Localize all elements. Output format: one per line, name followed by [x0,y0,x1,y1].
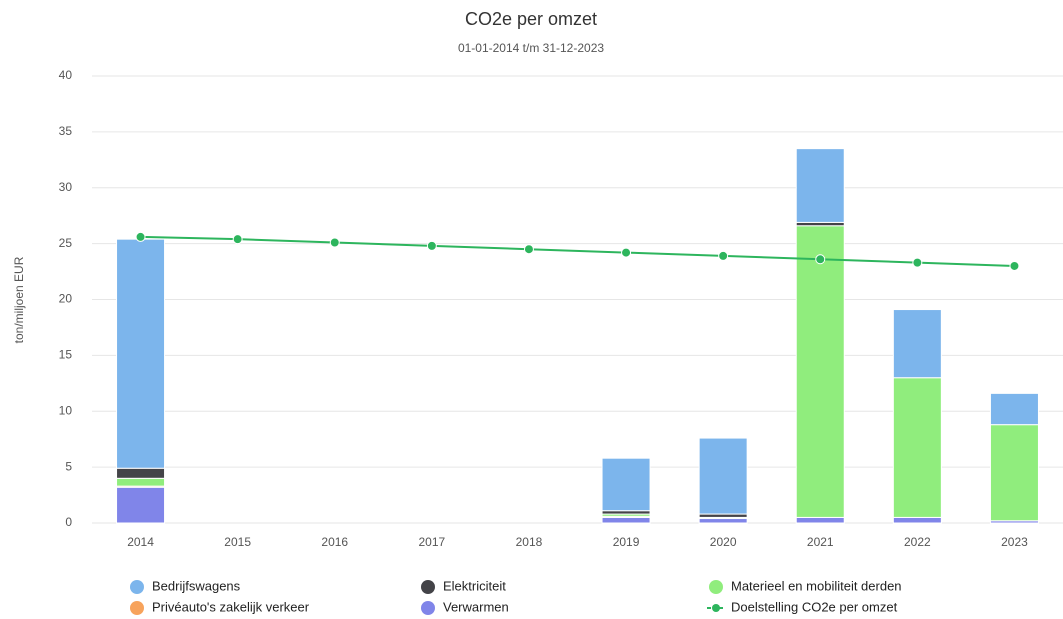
x-tick-label: 2019 [613,535,640,549]
bar-segment [795,516,845,524]
target-point [426,240,437,251]
bar-segment [116,477,166,487]
bar-segment [698,518,748,524]
legend-marker [421,580,435,594]
legend-marker [130,601,144,615]
bar-segment [601,510,651,515]
legend-marker [712,604,720,612]
bar-segment [698,513,748,518]
x-tick-label: 2023 [1001,535,1028,549]
y-tick-label: 30 [59,180,73,194]
y-axis-label: ton/miljoen EUR [12,256,26,343]
target-point [718,250,729,261]
y-tick-label: 0 [65,515,72,529]
x-tick-label: 2020 [710,535,737,549]
y-tick-label: 5 [65,459,72,473]
legend-marker [130,580,144,594]
chart-title: CO2e per omzet [465,9,597,29]
bar-segment [892,516,942,524]
target-point [135,231,146,242]
legend-label: Materieel en mobiliteit derden [731,578,902,593]
bar-segment [116,238,166,469]
y-tick-label: 35 [59,124,73,138]
x-tick-label: 2022 [904,535,931,549]
target-point [815,254,826,265]
target-point [912,257,923,268]
target-line [140,235,1015,267]
y-tick-label: 20 [59,292,73,306]
x-tick-label: 2016 [321,535,348,549]
target-point [1009,260,1020,271]
legend-marker [421,601,435,615]
x-tick-label: 2014 [127,535,154,549]
legend-label: Doelstelling CO2e per omzet [731,599,898,614]
bar-segment [116,467,166,479]
bar-segment [795,148,845,223]
target-point [329,237,340,248]
bar-segment [795,221,845,227]
chart-subtitle: 01-01-2014 t/m 31-12-2023 [458,41,604,55]
bar-segment [698,437,748,515]
x-tick-label: 2018 [516,535,543,549]
bar-segment [989,392,1039,426]
y-tick-label: 25 [59,236,73,250]
y-tick-label: 15 [59,348,73,362]
bar-segment [795,225,845,518]
bar-segment [892,377,942,518]
bar-segment [601,457,651,512]
target-point [523,244,534,255]
legend-label: Bedrijfswagens [152,578,241,593]
y-tick-label: 40 [59,68,73,82]
bar-segment [116,486,166,524]
x-tick-label: 2021 [807,535,834,549]
target-point [232,234,243,245]
target-point [621,247,632,258]
bar-segment [989,424,1039,522]
bar-segment [892,309,942,379]
legend-label: Elektriciteit [443,578,506,593]
y-tick-label: 10 [59,403,73,417]
legend-label: Verwarmen [443,599,509,614]
bar-segment [601,516,651,524]
x-tick-label: 2017 [418,535,445,549]
x-tick-label: 2015 [224,535,251,549]
legend-marker [709,580,723,594]
legend-label: Privéauto's zakelijk verkeer [152,599,310,614]
